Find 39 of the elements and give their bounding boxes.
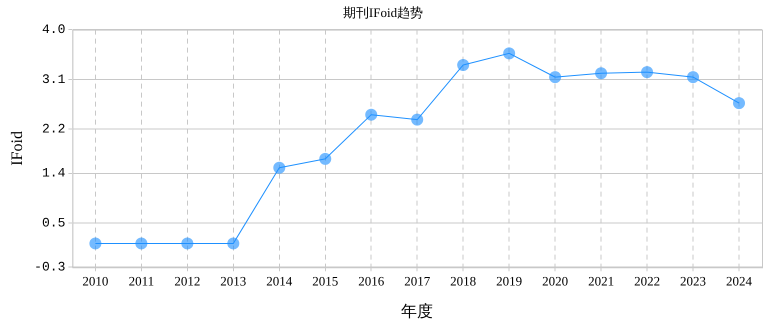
y-tick-label: 0.5 — [42, 215, 66, 230]
x-tick-label: 2014 — [266, 273, 293, 288]
x-tick-label: 2016 — [358, 273, 385, 288]
point — [273, 162, 286, 174]
point — [365, 108, 378, 121]
point — [135, 237, 148, 250]
x-tick-label: 2012 — [174, 273, 200, 288]
chart-title: 期刊IFoid趋势 — [342, 5, 424, 20]
x-tick-label: 2022 — [634, 273, 660, 288]
x-tick-label: 2015 — [312, 273, 338, 288]
point — [319, 152, 332, 165]
point — [411, 114, 424, 126]
x-tick-label: 2020 — [542, 273, 568, 288]
x-tick-label: 2023 — [680, 273, 706, 288]
x-tick-label: 2017 — [404, 273, 431, 288]
y-tick-label: 4.0 — [42, 22, 66, 38]
x-tick-label: 2011 — [128, 273, 154, 288]
y-tick-label: 1.4 — [42, 166, 66, 181]
y-axis-title: IFoid — [8, 131, 26, 166]
point — [457, 58, 470, 71]
point — [181, 237, 194, 250]
y-tick-label: 2.2 — [42, 122, 66, 136]
x-tick-label: 2010 — [82, 273, 108, 288]
point — [227, 237, 240, 250]
x-tick-label: 2018 — [450, 273, 476, 288]
point — [641, 66, 654, 78]
x-tick-label: 2021 — [588, 273, 614, 288]
point — [595, 67, 608, 80]
x-tick-label: 2024 — [726, 273, 753, 288]
point — [733, 97, 746, 110]
point — [503, 47, 516, 60]
x-tick-label: 2019 — [496, 273, 522, 288]
x-axis-title: 年度 — [401, 302, 434, 321]
point — [549, 71, 562, 84]
y-tick-label: -0.3 — [34, 260, 66, 275]
x-tick-label: 2013 — [220, 273, 246, 288]
point — [687, 71, 700, 84]
y-tick-label: 3.1 — [42, 72, 66, 87]
point — [89, 237, 102, 250]
